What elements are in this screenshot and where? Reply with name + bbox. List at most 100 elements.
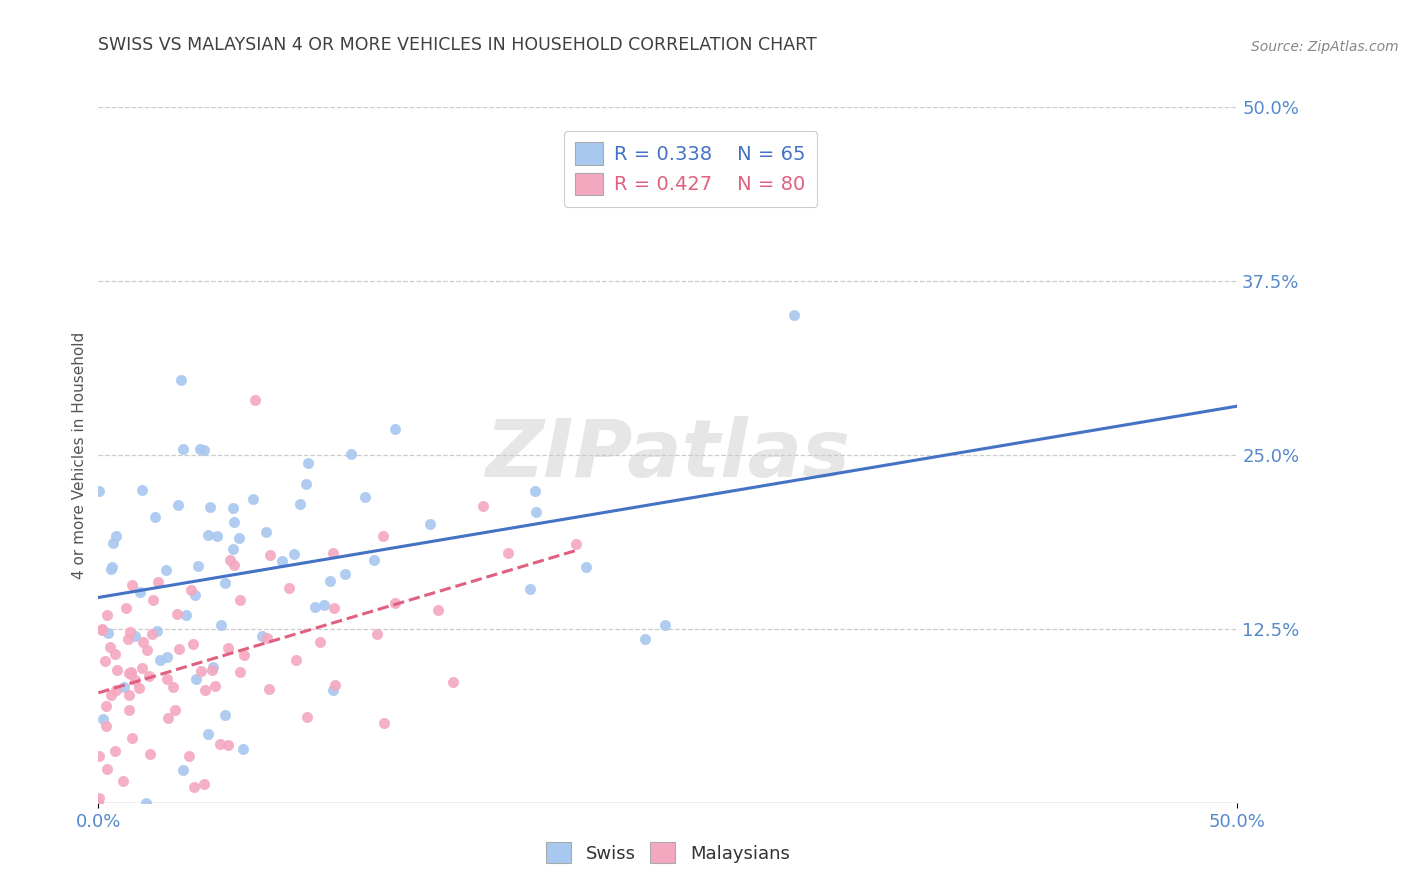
Point [184,673,207,687]
Point [139,747,162,762]
Point [524,505,547,519]
Point [222,500,245,515]
Point [214,576,236,591]
Point [118,703,141,717]
Point [634,632,657,647]
Point [214,708,236,723]
Point [114,680,136,694]
Point [131,661,153,675]
Point [96,698,118,713]
Point [132,634,155,648]
Point [169,642,191,657]
Point [118,688,141,702]
Text: SWISS VS MALAYSIAN 4 OR MORE VEHICLES IN HOUSEHOLD CORRELATION CHART: SWISS VS MALAYSIAN 4 OR MORE VEHICLES IN… [98,36,817,54]
Point [229,665,252,679]
Point [104,647,127,661]
Point [172,442,194,456]
Point [254,525,277,540]
Point [170,373,193,387]
Point [157,711,180,725]
Point [519,582,541,596]
Point [100,688,122,702]
Point [96,607,118,622]
Point [124,629,146,643]
Point [371,529,394,543]
Point [156,672,179,686]
Point [94,719,117,733]
Point [309,635,332,649]
Y-axis label: 4 or more Vehicles in Household: 4 or more Vehicles in Household [72,331,87,579]
Point [319,574,342,589]
Point [156,649,179,664]
Point [96,762,118,776]
Point [166,607,188,621]
Point [91,624,114,638]
Point [257,682,280,697]
Point [128,681,150,695]
Point [197,727,219,741]
Point [333,567,356,582]
Point [200,500,222,514]
Text: Source: ZipAtlas.com: Source: ZipAtlas.com [1251,39,1399,54]
Point [222,516,245,530]
Point [177,749,200,764]
Point [209,618,232,632]
Point [278,582,301,596]
Legend: Swiss, Malaysians: Swiss, Malaysians [538,835,797,871]
Point [366,626,388,640]
Point [783,308,806,322]
Point [294,476,316,491]
Point [322,546,344,560]
Point [105,663,128,677]
Point [304,599,326,614]
Point [242,491,264,506]
Point [120,665,142,679]
Point [91,712,114,726]
Point [233,648,256,663]
Point [219,553,242,567]
Point [323,678,346,692]
Point [197,527,219,541]
Point [524,484,547,499]
Point [222,541,245,556]
Point [115,601,138,615]
Point [295,710,318,724]
Text: ZIPatlas: ZIPatlas [485,416,851,494]
Point [565,537,588,551]
Point [654,618,676,632]
Point [285,652,308,666]
Point [98,640,121,654]
Point [288,497,311,511]
Point [270,554,292,568]
Point [111,774,134,789]
Point [322,682,344,697]
Point [146,624,169,639]
Point [87,483,110,498]
Point [135,796,157,810]
Point [209,737,232,751]
Point [187,558,209,573]
Point [104,744,127,758]
Point [142,592,165,607]
Point [121,731,143,745]
Point [100,562,122,576]
Point [165,703,187,717]
Point [204,679,226,693]
Point [141,627,163,641]
Point [194,683,217,698]
Point [105,529,128,543]
Point [354,490,377,504]
Point [363,553,385,567]
Point [121,578,143,592]
Point [384,596,406,610]
Point [250,629,273,643]
Point [297,456,319,470]
Point [259,548,281,562]
Point [426,603,449,617]
Point [384,422,406,436]
Point [117,632,139,647]
Point [188,442,211,456]
Point [101,536,124,550]
Point [129,584,152,599]
Point [217,641,239,656]
